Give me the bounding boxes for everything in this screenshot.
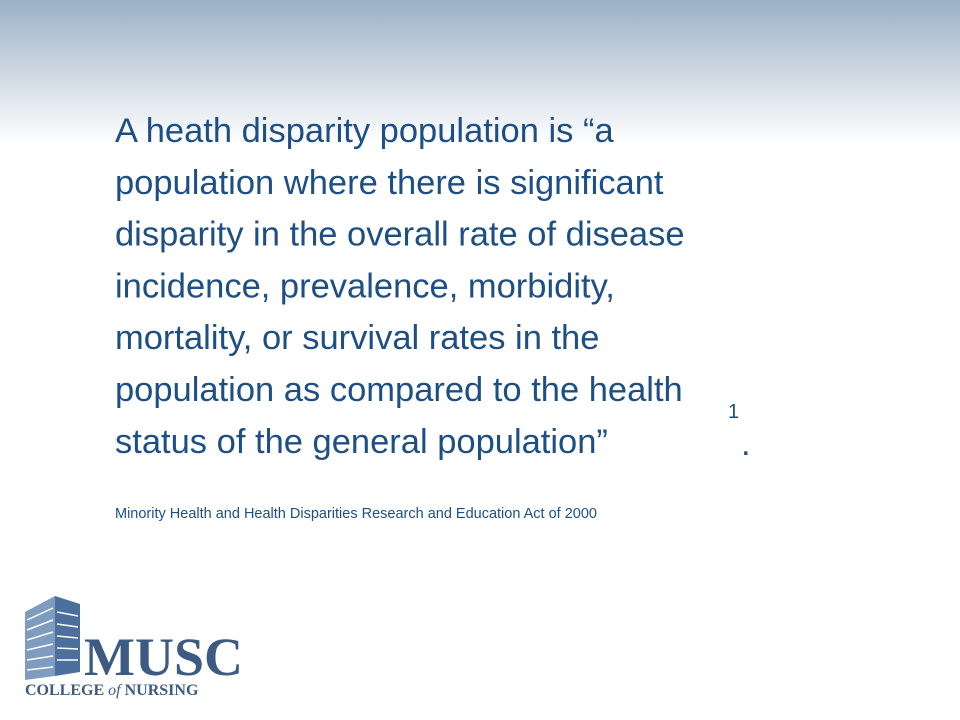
quote-line: incidence, prevalence, morbidity, (115, 267, 615, 305)
end-punctuation: . (741, 425, 751, 463)
footnote-marker: 1 (728, 401, 739, 423)
quote-line: status of the general population” (115, 423, 608, 461)
quote-line: A heath disparity population is “a (115, 112, 614, 150)
quote-line: population where there is significant (115, 164, 664, 202)
logo-icon (25, 596, 80, 680)
school: NURSING (125, 682, 199, 699)
quote: A heath disparity population is “a popula… (115, 112, 685, 461)
logo-name: MUSC (84, 627, 243, 687)
quote-line: population as compared to the health (115, 371, 683, 409)
of: of (108, 682, 123, 699)
citation: Minority Health and Health Disparities R… (115, 506, 597, 522)
quote-line: disparity in the overall rate of disease (115, 216, 685, 254)
college: COLLEGE (25, 682, 104, 699)
logo-college: COLLEGE of NURSING (25, 682, 199, 699)
quote-line: mortality, or survival rates in the (115, 319, 599, 357)
